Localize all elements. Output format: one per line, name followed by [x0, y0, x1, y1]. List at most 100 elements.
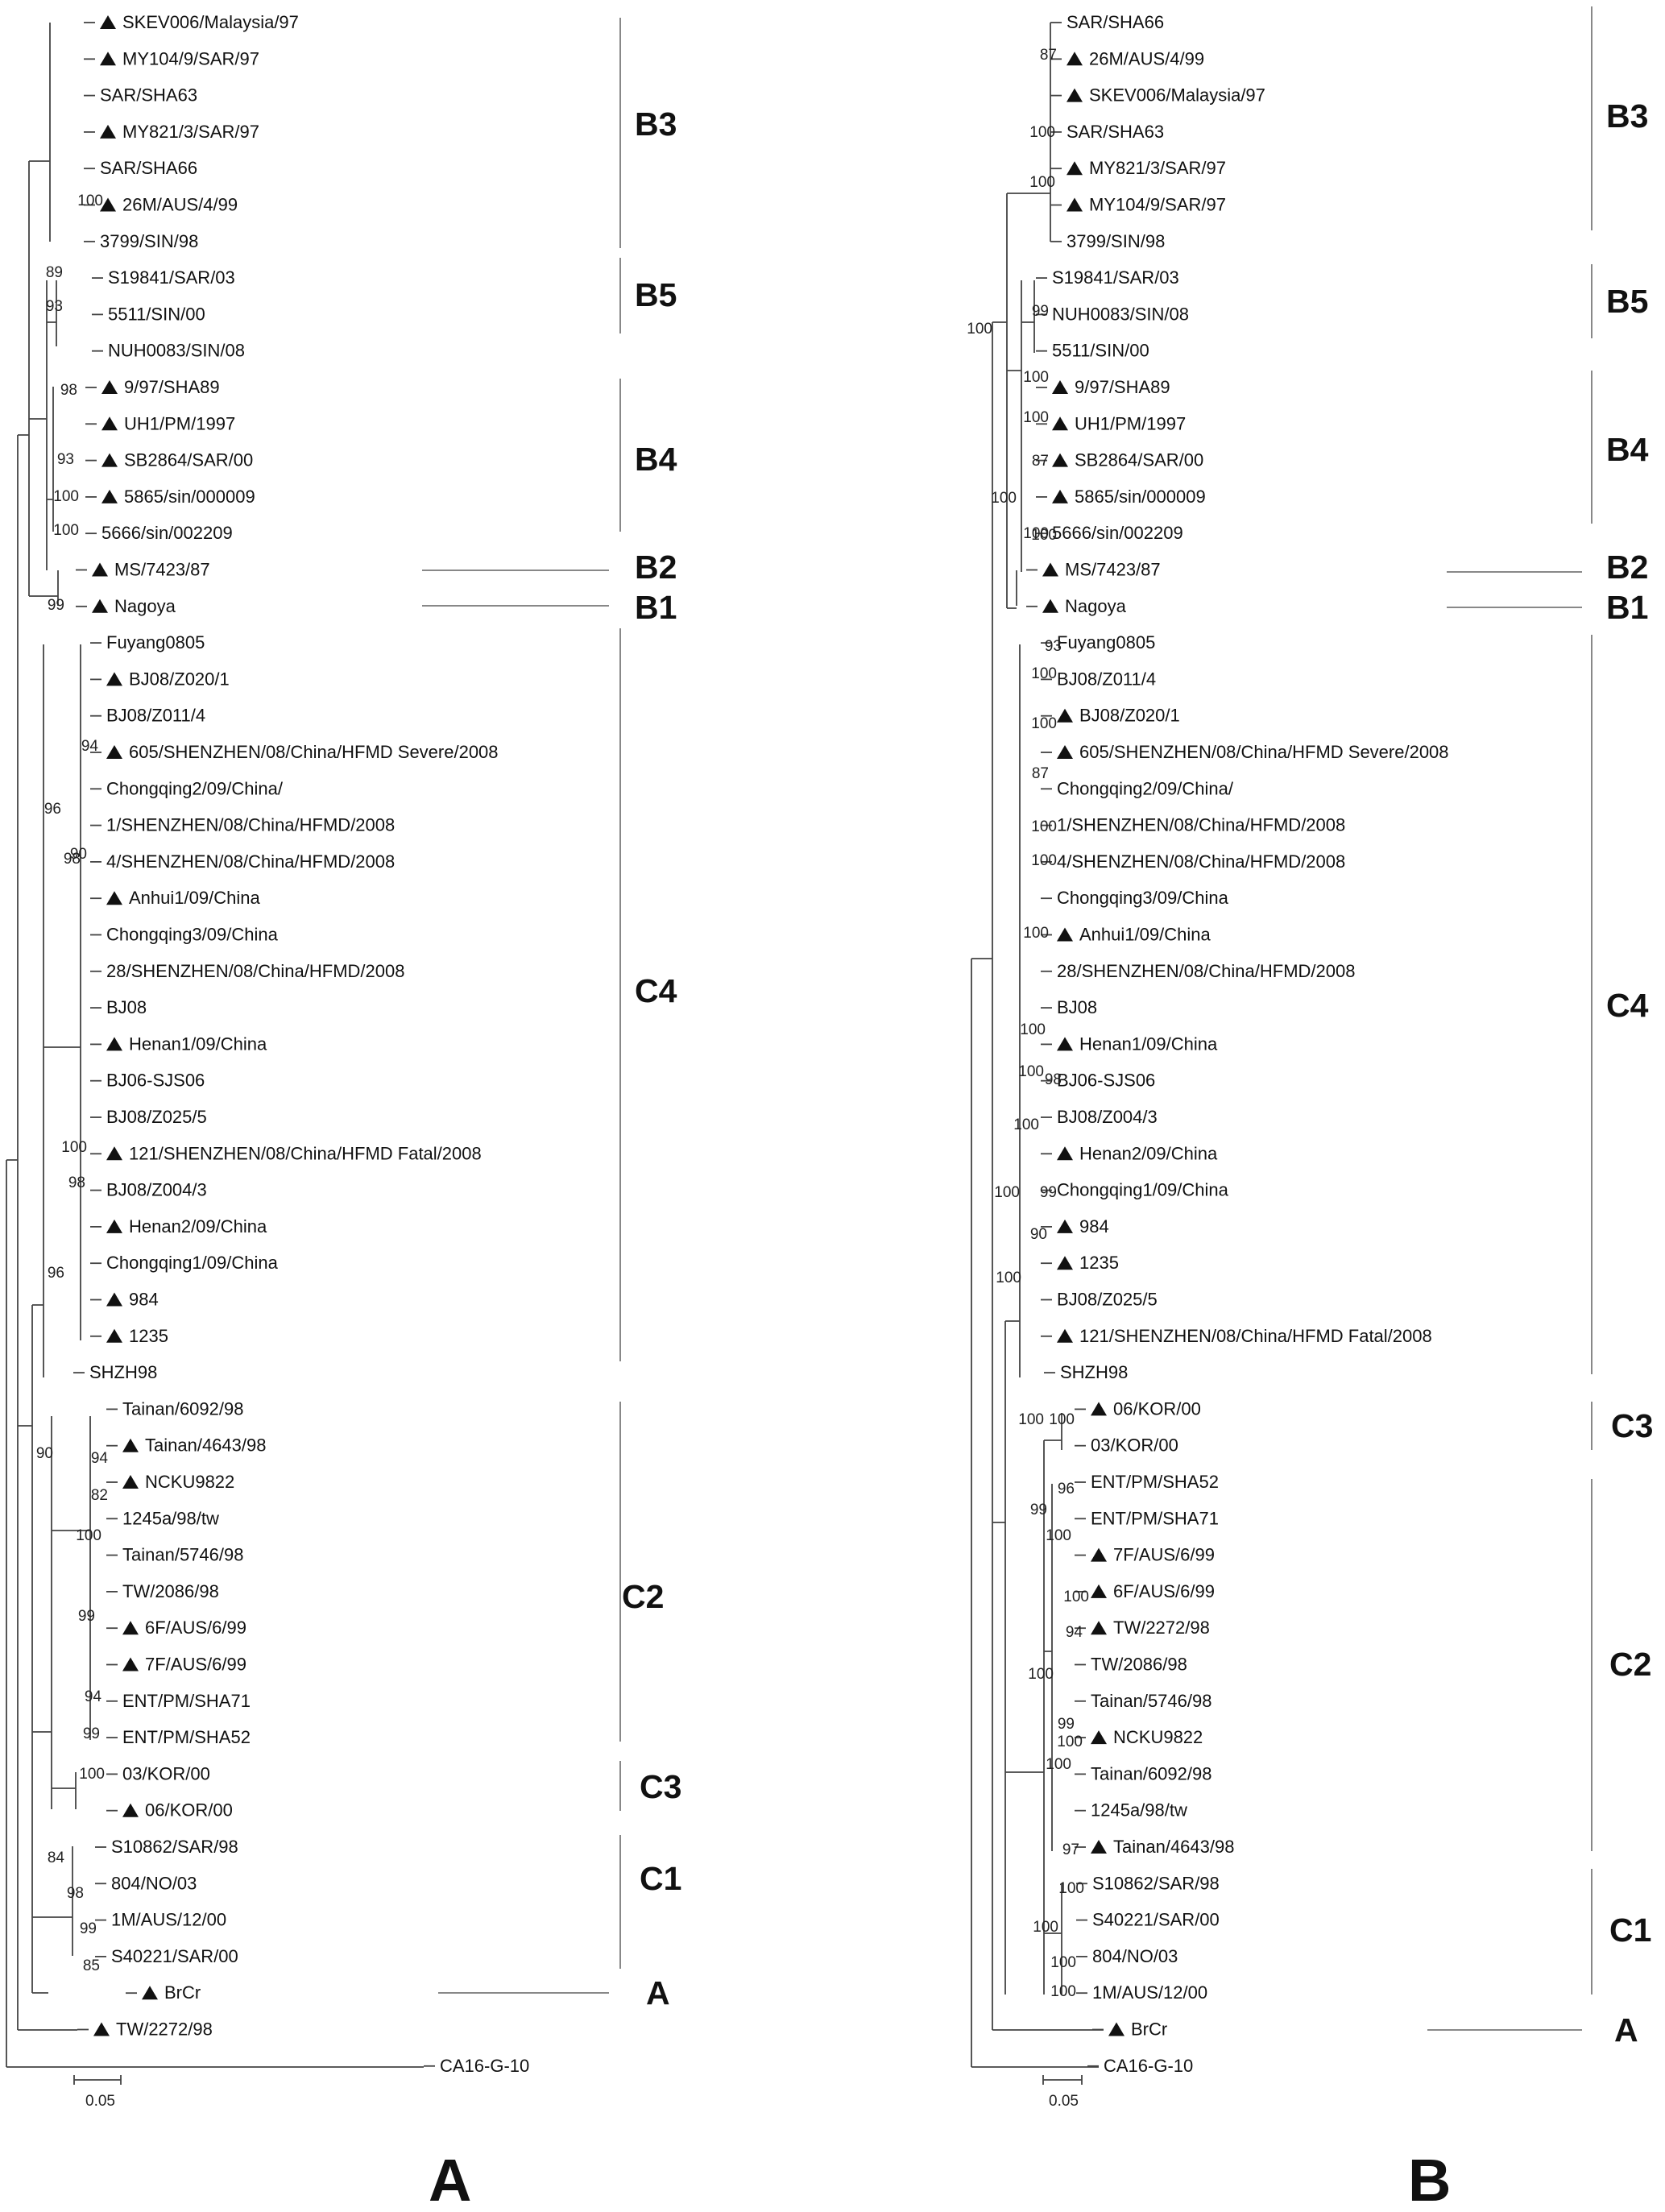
leaf-label: BJ08/Z020/1 [1079, 706, 1180, 726]
triangle-marker-icon [101, 416, 118, 431]
leaf-label: Anhui1/09/China [1079, 925, 1211, 945]
leaf-label: Tainan/4643/98 [1113, 1837, 1234, 1857]
leaf-label: 4/SHENZHEN/08/China/HFMD/2008 [1057, 851, 1345, 872]
bootstrap-value: 100 [1057, 1734, 1083, 1750]
tree-branch [1005, 1440, 1045, 1995]
leaf-label: 1245a/98/tw [122, 1508, 219, 1528]
leaf-label: 5511/SIN/00 [1052, 341, 1149, 361]
leaf-label: Chongqing2/09/China/ [1057, 778, 1234, 798]
leaf-label: 7F/AUS/6/99 [1113, 1545, 1215, 1565]
leaf-label: Henan1/09/China [129, 1034, 267, 1054]
leaf-label: BJ08/Z025/5 [106, 1107, 207, 1127]
leaf-label: 804/NO/03 [111, 1873, 197, 1893]
bootstrap-value: 99 [1040, 1184, 1057, 1201]
tree-branch [32, 1416, 52, 1809]
bootstrap-value: 100 [967, 321, 992, 338]
leaf-label: 804/NO/03 [1092, 1946, 1178, 1966]
bootstrap-value: 94 [1066, 1624, 1083, 1641]
tree-branch [32, 1846, 73, 1956]
bootstrap-value: 100 [53, 522, 79, 539]
bootstrap-value: 84 [48, 1850, 65, 1866]
bootstrap-value: 90 [70, 846, 87, 863]
leaf-label: BrCr [1131, 2019, 1167, 2040]
panel-a-bootstrap-values: 1008993989310010099969490981009896948210… [36, 193, 109, 1974]
bootstrap-value: 100 [1031, 527, 1057, 544]
leaf-label: SKEV006/Malaysia/97 [1089, 85, 1265, 106]
leaf-label: S19841/SAR/03 [1052, 267, 1179, 288]
bootstrap-value: 99 [48, 597, 64, 614]
clade-label: C2 [1609, 1646, 1651, 1683]
triangle-marker-icon [122, 1803, 139, 1817]
leaf-label: NUH0083/SIN/08 [1052, 304, 1189, 324]
leaf-label: 1/SHENZHEN/08/China/HFMD/2008 [106, 815, 395, 835]
leaf-label: 605/SHENZHEN/08/China/HFMD Severe/2008 [1079, 742, 1449, 762]
triangle-marker-icon [1091, 1730, 1107, 1745]
leaf-label: 1235 [1079, 1253, 1119, 1273]
leaf-label: BrCr [164, 1982, 201, 2003]
panel-a-tree: SKEV006/Malaysia/97 MY104/9/SAR/97 SAR/SHA… [6, 12, 681, 2212]
leaf-label: S40221/SAR/00 [1092, 1910, 1220, 1930]
panel-b-scale-label: 0.05 [1049, 2093, 1079, 2110]
tree-branch [47, 280, 57, 346]
triangle-marker-icon [93, 2022, 110, 2036]
tree-branch [1044, 1413, 1062, 1450]
bootstrap-value: 98 [67, 1885, 84, 1902]
leaf-label: Henan1/09/China [1079, 1034, 1218, 1054]
leaf-label: CA16-G-10 [440, 2056, 529, 2076]
triangle-marker-icon [101, 453, 118, 467]
bootstrap-value: 100 [994, 1184, 1020, 1201]
triangle-marker-icon [106, 1328, 122, 1343]
leaf-label: 3799/SIN/98 [1067, 231, 1165, 251]
leaf-label: Fuyang0805 [106, 632, 205, 652]
bootstrap-value: 89 [46, 264, 63, 281]
clade-label: B2 [1606, 549, 1648, 586]
leaf-label: BJ06-SJS06 [1057, 1071, 1155, 1091]
triangle-marker-icon [100, 15, 116, 29]
panel-a-scale-label: 0.05 [85, 2093, 115, 2110]
leaf-label: Anhui1/09/China [129, 888, 260, 908]
leaf-label: BJ08 [1057, 997, 1097, 1017]
bootstrap-value: 100 [996, 1270, 1021, 1286]
tree-branch [992, 1321, 1006, 1995]
leaf-label: SB2864/SAR/00 [1075, 450, 1203, 470]
triangle-marker-icon [1057, 1328, 1073, 1343]
bootstrap-value: 100 [991, 490, 1017, 507]
leaf-label: 5865/sin/000009 [1075, 487, 1206, 507]
triangle-marker-icon [1057, 1256, 1073, 1270]
leaf-label: MY104/9/SAR/97 [122, 48, 259, 68]
panel-b-leaves: SAR/SHA66 26M/AUS/4/99 SKEV006/Malaysia/97… [1042, 12, 1449, 2076]
clade-label: C3 [1611, 1407, 1653, 1444]
tree-branch [18, 161, 30, 596]
clade-label: C4 [1606, 987, 1649, 1024]
leaf-label: S19841/SAR/03 [108, 267, 235, 288]
bootstrap-value: 100 [53, 488, 79, 505]
bootstrap-value: 90 [1030, 1226, 1047, 1243]
leaf-label: MS/7423/87 [1065, 560, 1161, 580]
bootstrap-value: 96 [44, 801, 61, 818]
triangle-marker-icon [122, 1475, 139, 1489]
panel-a-branches [6, 22, 435, 2068]
bootstrap-value: 100 [1013, 1116, 1039, 1133]
clade-label: B5 [1606, 283, 1648, 320]
leaf-label: 1235 [129, 1326, 168, 1346]
panel-b-branches [971, 22, 1104, 2068]
triangle-marker-icon [1052, 489, 1068, 503]
bootstrap-value: 100 [1031, 715, 1057, 732]
leaf-label: 121/SHENZHEN/08/China/HFMD Fatal/2008 [1079, 1326, 1432, 1346]
triangle-marker-icon [1108, 2022, 1124, 2036]
leaf-label: SAR/SHA66 [100, 158, 197, 178]
clade-label: C2 [622, 1578, 664, 1615]
leaf-label: 6F/AUS/6/99 [1113, 1581, 1215, 1601]
bootstrap-value: 100 [1033, 1919, 1058, 1936]
leaf-label: 03/KOR/00 [1091, 1435, 1178, 1456]
leaf-label: UH1/PM/1997 [124, 413, 235, 433]
bootstrap-value: 100 [1046, 1527, 1071, 1544]
panel-b-bootstrap-values: 87 100 100 100 99 100 100 87 100 100 100 93 100 100 87… [967, 47, 1089, 2000]
triangle-marker-icon [101, 380, 118, 394]
leaf-label: Fuyang0805 [1057, 632, 1155, 652]
bootstrap-value: 82 [91, 1487, 108, 1504]
clade-label: B1 [1606, 589, 1648, 626]
triangle-marker-icon [100, 197, 116, 212]
bootstrap-value: 100 [79, 1766, 105, 1783]
